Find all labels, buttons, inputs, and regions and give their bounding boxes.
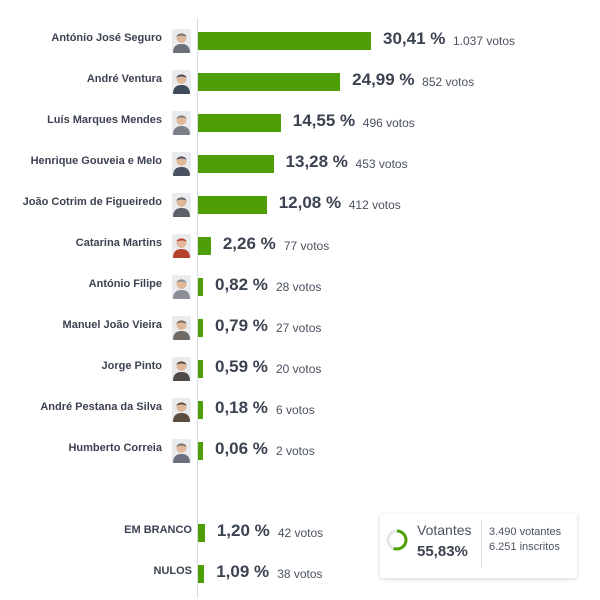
votes-label: 38 votos [277,567,323,581]
bar [198,401,203,419]
other-row: EM BRANCO 1,20 % 42 votos [0,521,600,545]
candidate-name: Henrique Gouveia e Melo [30,155,162,167]
other-row: NULOS 1,09 % 38 votos [0,562,600,586]
bar [198,565,205,583]
candidate-name: António José Seguro [51,32,162,44]
candidate-row: António Filipe 0,82 % 28 votos [0,275,600,299]
bar [198,155,274,173]
percent-label: 30,41 % [383,29,446,48]
axis-line [197,18,198,598]
candidate-name: Manuel João Vieira [62,319,162,331]
bar [198,278,203,296]
votes-label: 852 votos [422,75,475,89]
turnout-registered: 6.251 inscritos [489,541,560,553]
percent-label: 14,55 % [292,111,356,130]
votes-label: 27 votos [276,321,322,335]
bar [198,237,211,255]
turnout-divider [481,520,482,568]
candidate-photo [172,152,191,176]
percent-label: 2,26 % [222,234,276,253]
votes-label: 28 votos [276,280,322,294]
percent-label: 0,79 % [215,316,268,335]
candidate-name: João Cotrim de Figueiredo [22,196,162,208]
candidate-row: Jorge Pinto 0,59 % 20 votos [0,357,600,381]
turnout-ring-fill [386,529,408,551]
turnout-card: Votantes 55,83% 3.490 votantes 6.251 ins… [380,514,577,578]
bar [198,360,203,378]
percent-label: 0,59 % [215,357,268,376]
candidate-photo [172,275,191,299]
bar [198,73,341,91]
bar [198,442,203,460]
bar [198,524,205,542]
candidate-row: André Ventura 24,99 % 852 votos [0,70,600,94]
bar [198,114,281,132]
turnout-voters: 3.490 votantes [489,526,562,538]
percent-label: 13,28 % [285,152,348,171]
candidate-row: Luís Marques Mendes 14,55 % 496 votos [0,111,600,135]
percent-label: 24,99 % [352,70,415,89]
candidate-row: António José Seguro 30,41 % 1.037 votos [0,29,600,53]
candidate-row: João Cotrim de Figueiredo 12,08 % 412 voto… [0,193,600,217]
votes-label: 453 votos [355,157,408,171]
candidate-photo [172,234,191,258]
votes-label: 77 votos [283,239,330,253]
candidate-row: Humberto Correia 0,06 % 2 votos [0,439,600,463]
percent-label: 0,18 % [215,398,268,417]
percent-label: 12,08 % [278,193,342,212]
candidate-name: Luís Marques Mendes [47,114,162,126]
percent-label: 1,09 % [216,562,270,581]
candidate-photo [172,29,191,53]
candidate-row: Catarina Martins 2,26 % 77 votos [0,234,600,258]
candidate-row: Henrique Gouveia e Melo 13,28 % 453 votos [0,152,600,176]
bar [198,32,371,50]
votes-label: 20 votos [276,362,322,376]
votes-label: 42 votos [277,526,324,540]
candidate-photo [172,439,191,463]
candidate-name: António Filipe [88,278,162,290]
category-label: EM BRANCO [124,524,192,536]
votes-label: 412 votos [348,198,401,212]
candidate-name: Jorge Pinto [101,360,162,372]
candidate-name: André Pestana da Silva [40,401,162,413]
candidate-photo [172,70,191,94]
turnout-ring-icon [386,529,408,551]
votes-label: 2 votos [276,444,315,458]
percent-label: 0,06 % [215,439,268,458]
candidate-photo [172,357,191,381]
candidate-row: Manuel João Vieira 0,79 % 27 votos [0,316,600,340]
votes-label: 6 votos [276,403,315,417]
candidate-name: Catarina Martins [75,237,162,249]
candidate-row: André Pestana da Silva 0,18 % 6 votos [0,398,600,422]
candidate-photo [172,316,191,340]
category-label: NULOS [153,565,193,577]
bar [198,319,203,337]
candidate-photo [172,398,191,422]
candidate-photo [172,111,191,135]
bar [198,196,267,214]
candidate-name: André Ventura [86,73,162,85]
votes-label: 1.037 votos [453,34,516,48]
candidate-photo [172,193,191,217]
votes-label: 496 votos [362,116,415,130]
percent-label: 1,20 % [216,521,270,540]
turnout-label: Votantes [417,522,472,538]
turnout-percent: 55,83% [417,543,468,560]
candidate-name: Humberto Correia [68,442,162,454]
percent-label: 0,82 % [215,275,268,294]
